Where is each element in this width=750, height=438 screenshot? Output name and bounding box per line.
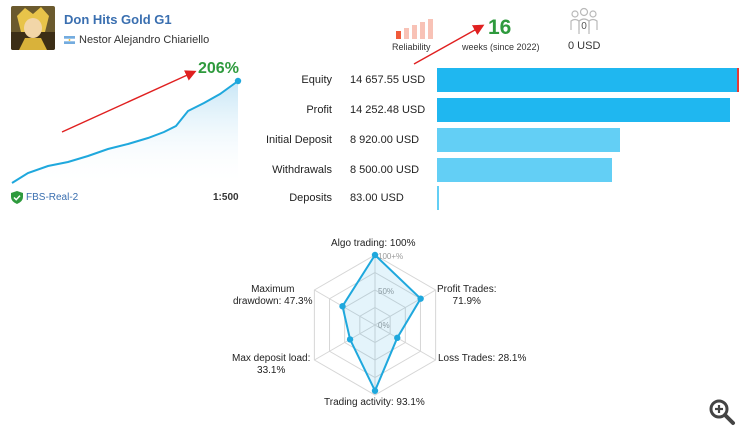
radar-tick-50: 50% [378, 287, 394, 296]
growth-chart [11, 77, 242, 186]
shield-check-icon [11, 191, 23, 204]
radar-tick-0: 0% [378, 321, 390, 330]
author-avatar[interactable] [11, 6, 55, 50]
stat-bar [437, 128, 620, 152]
author-name[interactable]: Nestor Alejandro Chiariello [79, 34, 210, 46]
stat-label: Initial Deposit [265, 134, 332, 146]
radar-label-profit-trades: Profit Trades: 71.9% [437, 284, 497, 307]
stat-value: 83.00 USD [350, 192, 404, 204]
growth-line [11, 80, 239, 184]
radar-points [339, 251, 424, 394]
radar-point[interactable] [417, 295, 424, 302]
stat-value: 14 657.55 USD [350, 74, 426, 86]
stat-label: Withdrawals [272, 164, 332, 176]
stat-bar [437, 158, 612, 182]
reliability-label: Reliability [392, 42, 431, 52]
stat-value: 14 252.48 USD [350, 104, 426, 116]
stat-value: 8 920.00 USD [350, 134, 420, 146]
argentina-flag-icon [64, 36, 75, 44]
stat-label: Deposits [289, 192, 332, 204]
subscribers-count: 0 [581, 21, 587, 32]
growth-area [12, 81, 238, 186]
weeks-arrow-annotation [413, 24, 485, 65]
radar-point[interactable] [339, 303, 346, 310]
radar-point[interactable] [346, 336, 354, 343]
users-icon: 0 [570, 7, 598, 34]
stat-row-equity: Equity 14 657.55 USD [250, 68, 740, 92]
weeks-label: weeks (since 2022) [462, 42, 540, 52]
radar-label-loss-trades: Loss Trades: 28.1% [438, 353, 527, 364]
stat-label: Equity [301, 74, 332, 86]
stat-row-deposits: Deposits 83.00 USD [250, 186, 740, 210]
account-server[interactable]: FBS-Real-2 [26, 192, 79, 203]
radar-point[interactable] [394, 334, 401, 342]
leverage-value: 1:500 [213, 192, 239, 203]
weeks-count: 16 [488, 16, 512, 39]
growth-arrow-annotation [61, 70, 197, 133]
signal-title[interactable]: Don Hits Gold G1 [64, 12, 172, 27]
reliability-bars-icon [396, 19, 433, 39]
radar-label-max-drawdown: Maximum drawdown: 47.3% [233, 284, 313, 307]
radar-label-trading-activity: Trading activity: 93.1% [324, 397, 425, 408]
stat-row-withdrawals: Withdrawals 8 500.00 USD [250, 158, 740, 182]
stat-bar [437, 186, 439, 210]
radar-tick-100: 100+% [378, 252, 403, 261]
subscribers-value: 0 USD [568, 40, 601, 52]
radar-value-polygon [341, 253, 422, 394]
radar-spoke [374, 324, 436, 361]
growth-percent: 206% [198, 60, 239, 77]
radar-spoke [374, 289, 436, 326]
stat-value: 8 500.00 USD [350, 164, 420, 176]
radar-point[interactable] [371, 251, 379, 259]
stat-row-profit: Profit 14 252.48 USD [250, 98, 740, 122]
radar-label-algo-trading: Algo trading: 100% [331, 238, 416, 249]
stat-label: Profit [306, 104, 332, 116]
growth-end-point[interactable] [234, 77, 242, 85]
radar-label-max-deposit-load: Max deposit load: 33.1% [232, 353, 311, 376]
stat-row-initial-deposit: Initial Deposit 8 920.00 USD [250, 128, 740, 152]
zoom-in-icon[interactable] [708, 398, 736, 426]
radar-spoke [314, 324, 376, 361]
radar-point[interactable] [371, 387, 379, 394]
equity-bar-marker [737, 68, 739, 92]
radar-chart: 100+% 50% 0% [313, 251, 437, 396]
stat-bar [437, 68, 738, 92]
stat-bar [437, 98, 730, 122]
